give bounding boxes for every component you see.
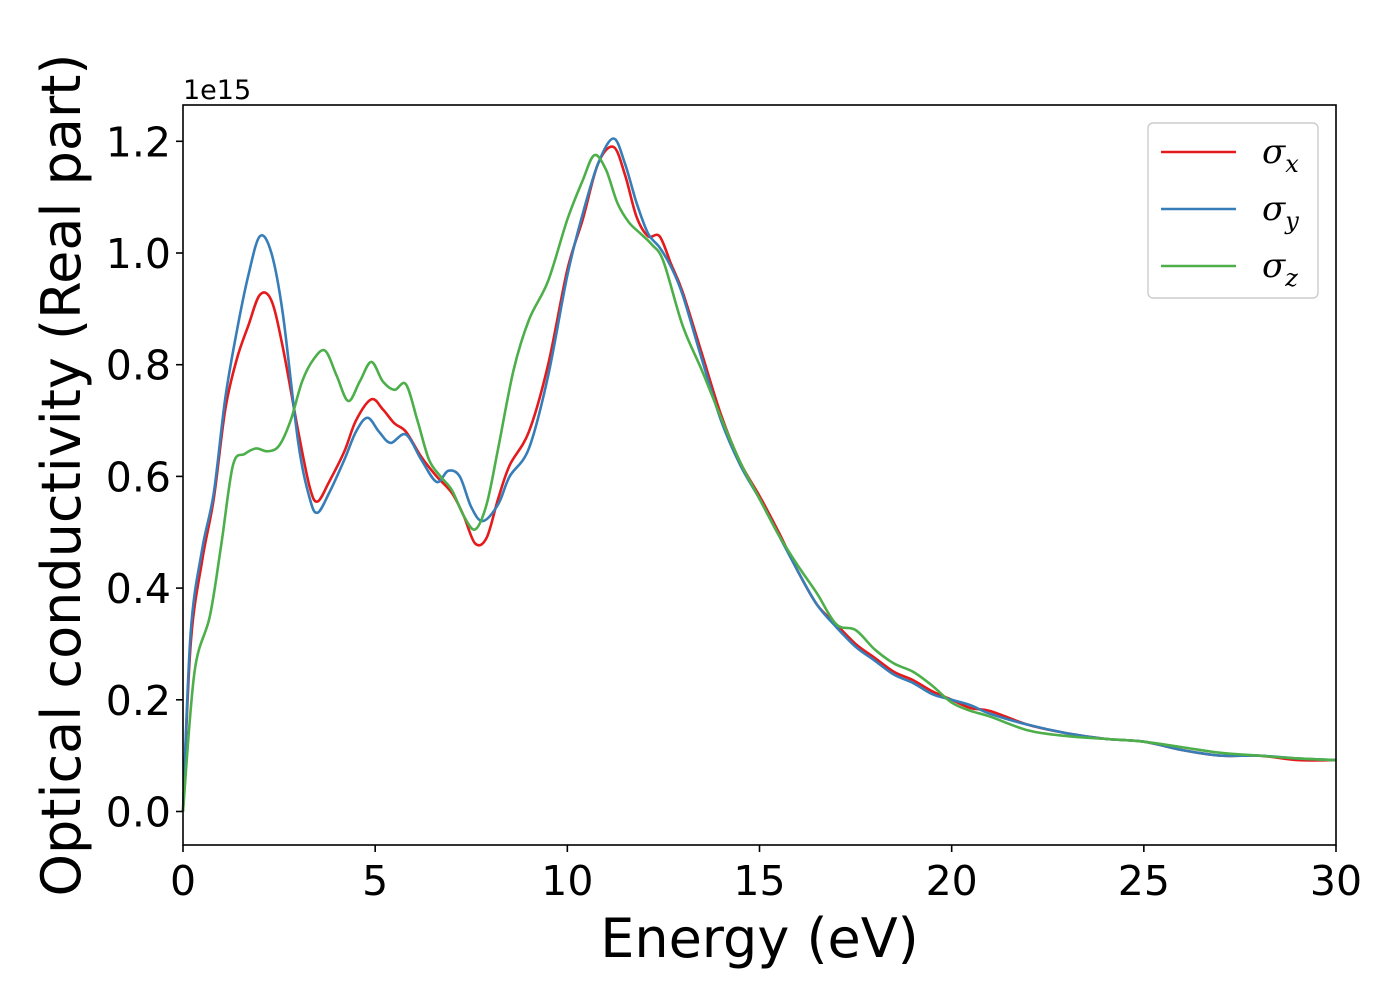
- x-tick-label: 20: [926, 857, 978, 905]
- x-tick-label: 0: [170, 857, 196, 905]
- y-tick-label: 1.2: [106, 118, 171, 166]
- x-axis: 0 5 10 15 20 25 30: [170, 845, 1362, 905]
- y-tick-label: 0.8: [106, 342, 171, 390]
- x-tick-label: 10: [541, 857, 593, 905]
- y-axis-label: Optical conductivity (Real part): [30, 54, 93, 897]
- x-axis-label: Energy (eV): [600, 907, 919, 970]
- legend-item-z: σz: [1161, 246, 1298, 292]
- series-line-y: [181, 137, 1337, 812]
- y-tick-label: 0.2: [106, 677, 171, 725]
- legend-label: σz: [1262, 246, 1298, 292]
- x-tick-label: 30: [1310, 857, 1362, 905]
- y-axis: 0.0 0.2 0.4 0.6 0.8 1.0 1.2: [106, 118, 183, 836]
- x-tick-label: 25: [1118, 857, 1170, 905]
- plot-lines: [181, 137, 1337, 812]
- series-line-z: [181, 153, 1337, 812]
- legend-box: [1147, 122, 1319, 299]
- y-tick-label: 1.0: [106, 230, 171, 278]
- y-offset-label: 1e15: [183, 75, 251, 106]
- y-tick-label: 0.4: [106, 565, 171, 613]
- y-tick-label: 0.0: [106, 788, 171, 836]
- x-tick-label: 15: [733, 857, 785, 905]
- x-tick-label: 5: [362, 857, 388, 905]
- y-tick-label: 0.6: [106, 453, 171, 501]
